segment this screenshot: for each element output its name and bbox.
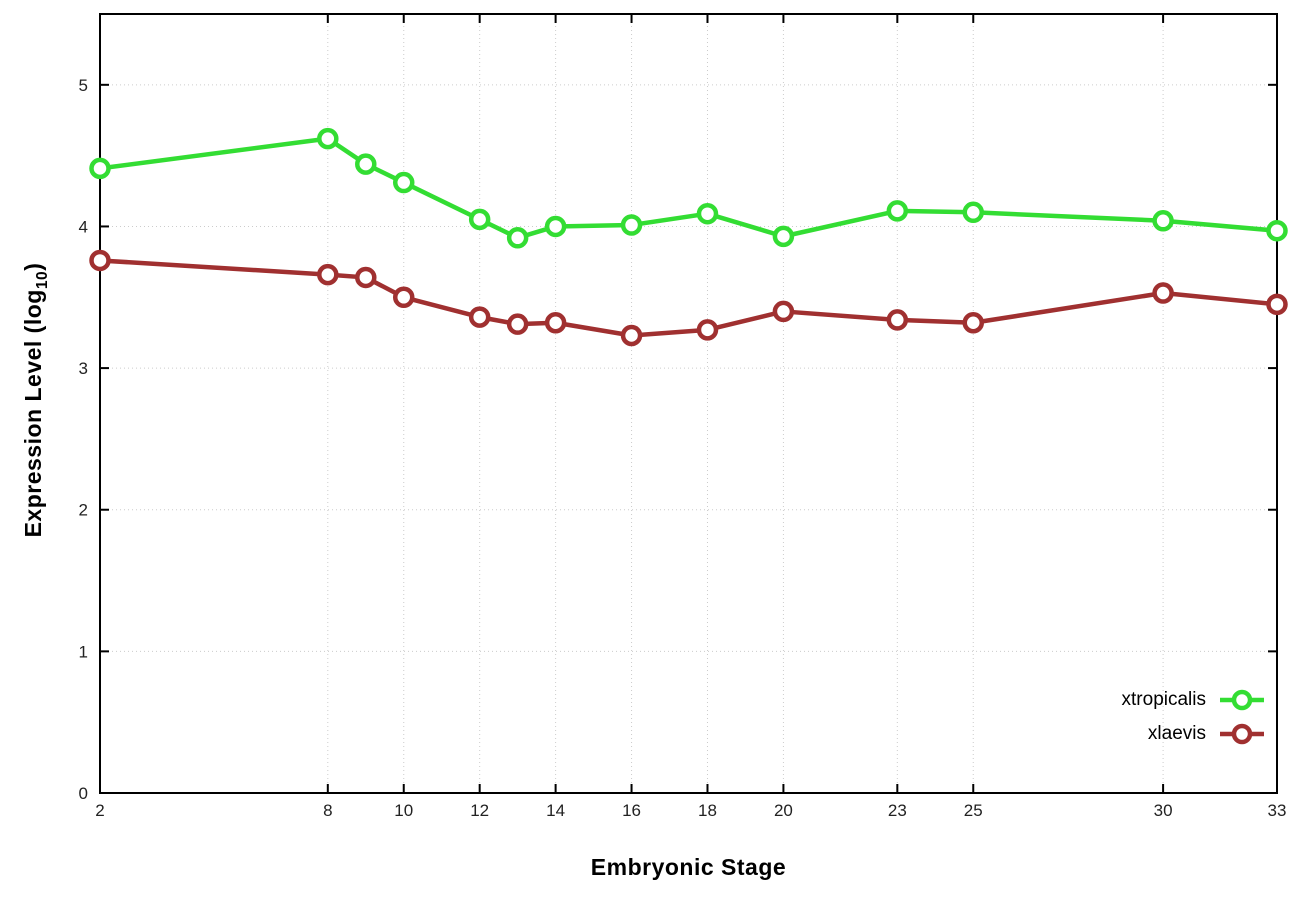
data-point-xlaevis bbox=[1266, 293, 1288, 316]
legend-label-xlaevis: xlaevis bbox=[1147, 723, 1206, 744]
series-line-xtropicalis bbox=[97, 136, 1280, 241]
legend-marker-xlaevis bbox=[1220, 723, 1264, 745]
x-tick-label: 16 bbox=[622, 801, 641, 820]
data-point-xlaevis bbox=[544, 312, 567, 334]
x-axis-label: Embryonic Stage bbox=[590, 854, 787, 880]
data-point-xlaevis bbox=[317, 263, 339, 286]
x-tick-label: 18 bbox=[698, 801, 717, 820]
data-point-xtropicalis bbox=[886, 200, 909, 222]
data-point-xlaevis bbox=[886, 309, 909, 331]
x-tick-label: 20 bbox=[774, 801, 793, 820]
y-tick-label: 5 bbox=[79, 76, 88, 95]
y-axis-label-suffix: ) bbox=[20, 262, 47, 271]
y-tick-label: 3 bbox=[79, 359, 88, 378]
y-tick-label: 2 bbox=[79, 501, 88, 520]
data-point-xlaevis bbox=[89, 249, 111, 272]
x-tick-label: 10 bbox=[394, 801, 413, 820]
legend: xtropicalis xlaevis bbox=[1122, 688, 1266, 746]
y-axis-label: Expression Level (log10) bbox=[20, 263, 52, 538]
data-point-xtropicalis bbox=[696, 202, 719, 225]
data-point-xtropicalis bbox=[1152, 210, 1174, 232]
x-tick-label: 33 bbox=[1268, 801, 1287, 820]
data-point-xtropicalis bbox=[506, 227, 529, 249]
x-tick-label: 8 bbox=[323, 801, 332, 820]
y-axis-label-text: Expression Level (log bbox=[20, 289, 47, 538]
data-point-xlaevis bbox=[772, 300, 795, 323]
data-point-xtropicalis bbox=[772, 225, 795, 248]
y-tick-label: 0 bbox=[79, 784, 88, 803]
data-point-xtropicalis bbox=[468, 208, 491, 231]
y-tick-label: 4 bbox=[79, 217, 88, 236]
data-point-xtropicalis bbox=[962, 201, 985, 224]
y-axis-label-subscript: 10 bbox=[33, 270, 51, 290]
data-point-xtropicalis bbox=[620, 214, 643, 236]
x-tick-label: 25 bbox=[964, 801, 983, 820]
data-point-xlaevis bbox=[468, 306, 491, 328]
x-tick-label: 2 bbox=[95, 801, 104, 820]
data-point-xtropicalis bbox=[89, 157, 111, 180]
data-point-xlaevis bbox=[392, 286, 415, 309]
data-point-xlaevis bbox=[962, 312, 985, 334]
x-tick-label: 30 bbox=[1154, 801, 1173, 820]
legend-marker-xtropicalis bbox=[1220, 689, 1264, 711]
data-point-xlaevis bbox=[620, 324, 643, 347]
data-point-xlaevis bbox=[506, 313, 529, 335]
data-point-xlaevis bbox=[1152, 282, 1174, 304]
plot-border bbox=[99, 13, 1278, 794]
x-tick-label: 23 bbox=[888, 801, 907, 820]
series-line-xlaevis bbox=[97, 258, 1280, 338]
x-tick-label: 14 bbox=[546, 801, 565, 820]
legend-label-xtropicalis: xtropicalis bbox=[1121, 689, 1206, 710]
y-tick-label: 1 bbox=[79, 642, 88, 661]
data-point-xtropicalis bbox=[544, 215, 567, 238]
x-tick-label: 12 bbox=[470, 801, 489, 820]
data-point-xtropicalis bbox=[355, 153, 377, 175]
data-point-xtropicalis bbox=[1266, 219, 1288, 242]
legend-item-xtropicalis: xtropicalis bbox=[1122, 688, 1266, 712]
data-point-xlaevis bbox=[355, 266, 377, 289]
data-point-xtropicalis bbox=[317, 127, 339, 150]
data-point-xlaevis bbox=[696, 319, 719, 341]
data-point-xtropicalis bbox=[392, 171, 415, 194]
legend-item-xlaevis: xlaevis bbox=[1148, 722, 1266, 746]
